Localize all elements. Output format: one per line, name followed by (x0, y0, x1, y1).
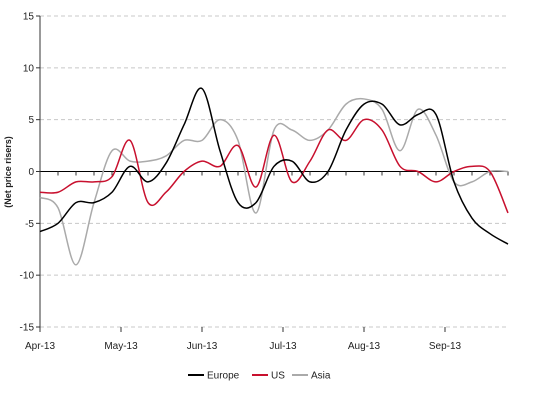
legend-label-us: US (271, 371, 285, 382)
y-axis: 15 10 5 0 -5 -10 -15 (20, 12, 41, 334)
y-axis-title: (Net price risers) (3, 136, 13, 208)
series-line-us (39, 118, 509, 214)
y-tick-label: -5 (25, 219, 34, 230)
legend-label-europe: Europe (207, 371, 240, 382)
x-tick-label: May-13 (104, 341, 138, 352)
legend-label-asia: Asia (311, 371, 331, 382)
y-tick-label: -10 (20, 271, 35, 282)
x-tick-label: Sep-13 (429, 341, 462, 352)
y-tick-label: 15 (23, 12, 35, 23)
gridlines (40, 15, 508, 328)
x-tick-label: Jul-13 (269, 341, 297, 352)
series-line-asia (39, 97, 509, 266)
zero-axis-line (39, 171, 509, 176)
y-tick-label: -15 (20, 323, 35, 334)
x-tick-label: Jun-13 (187, 341, 218, 352)
y-tick-label: 0 (28, 167, 34, 178)
legend: Europe US Asia (188, 371, 331, 382)
x-axis: Apr-13 May-13 Jun-13 Jul-13 Aug-13 Sep-13 (25, 327, 462, 352)
x-tick-label: Aug-13 (348, 341, 381, 352)
x-tick-label: Apr-13 (25, 341, 55, 352)
series-lines (39, 87, 509, 266)
y-tick-label: 5 (28, 115, 34, 126)
y-tick-label: 10 (23, 63, 35, 74)
series-line-europe (39, 87, 509, 245)
